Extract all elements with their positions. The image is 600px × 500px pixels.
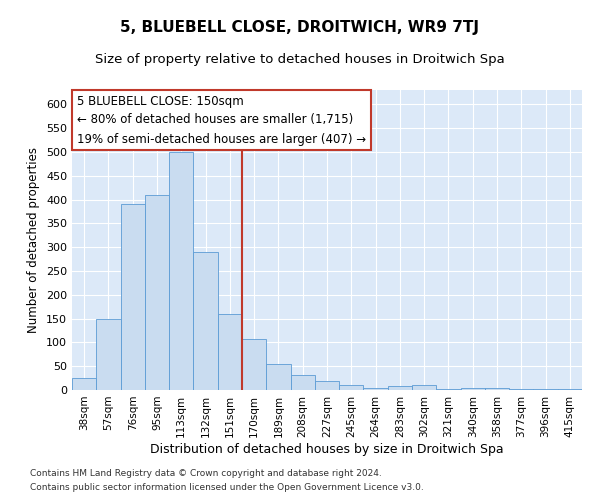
Bar [533, 388, 558, 390]
Bar [315, 382, 339, 390]
Y-axis label: Number of detached properties: Number of detached properties [28, 147, 40, 333]
Bar [193, 252, 218, 390]
Bar [169, 152, 193, 390]
Text: 5, BLUEBELL CLOSE, DROITWICH, WR9 7TJ: 5, BLUEBELL CLOSE, DROITWICH, WR9 7TJ [121, 20, 479, 35]
Bar [364, 388, 388, 390]
Text: Contains public sector information licensed under the Open Government Licence v3: Contains public sector information licen… [30, 484, 424, 492]
X-axis label: Distribution of detached houses by size in Droitwich Spa: Distribution of detached houses by size … [150, 442, 504, 456]
Bar [290, 375, 315, 390]
Bar [96, 318, 121, 390]
Bar [218, 314, 242, 390]
Bar [485, 388, 509, 390]
Bar [72, 378, 96, 390]
Bar [242, 338, 266, 390]
Bar [509, 388, 533, 390]
Bar [121, 204, 145, 390]
Bar [266, 364, 290, 390]
Bar [558, 388, 582, 390]
Bar [412, 385, 436, 390]
Bar [461, 388, 485, 390]
Text: 5 BLUEBELL CLOSE: 150sqm
← 80% of detached houses are smaller (1,715)
19% of sem: 5 BLUEBELL CLOSE: 150sqm ← 80% of detach… [77, 94, 366, 146]
Bar [388, 386, 412, 390]
Text: Size of property relative to detached houses in Droitwich Spa: Size of property relative to detached ho… [95, 52, 505, 66]
Bar [145, 195, 169, 390]
Text: Contains HM Land Registry data © Crown copyright and database right 2024.: Contains HM Land Registry data © Crown c… [30, 468, 382, 477]
Bar [339, 385, 364, 390]
Bar [436, 389, 461, 390]
